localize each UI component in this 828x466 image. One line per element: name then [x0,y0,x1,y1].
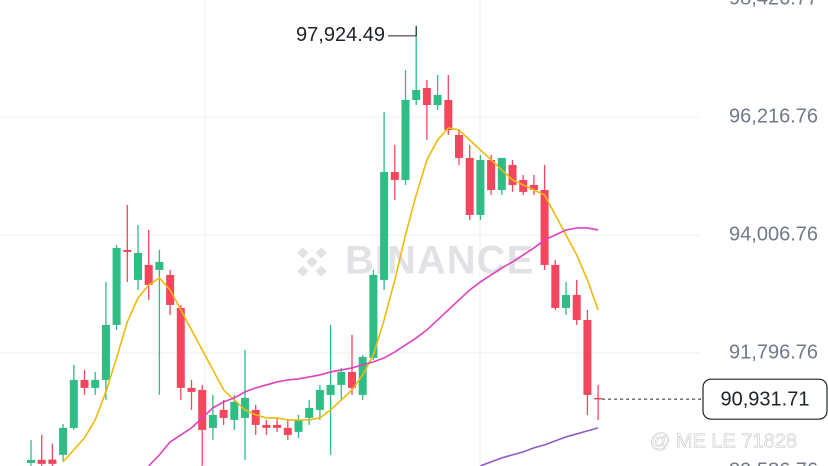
candle-body [594,397,603,400]
candle-body [262,424,271,428]
user-tag-text: @ ME LE 71828 [650,430,797,452]
candle-body [572,294,581,320]
candle-body [390,171,399,180]
user-tag-logo [620,430,644,454]
candle-body [562,294,570,308]
watermark-logo [297,247,327,277]
candle-body [241,397,249,418]
candle-body [401,99,410,180]
moving-averages [62,127,599,466]
candle-body [465,157,474,215]
candle-body [101,324,110,380]
y-tick-label: 91,796.76 [729,341,818,363]
candle-body [48,459,57,464]
candle-body [315,389,324,410]
candle-body [294,419,303,432]
candle-body [123,249,132,252]
candle-body [412,89,421,100]
candle-body [112,247,121,325]
candle-body [91,379,100,388]
last-price-box [702,378,828,420]
candle-body [380,171,389,280]
user-tag: @ ME LE 71828 [620,430,797,454]
candle-body [444,99,453,130]
ma-line [62,127,599,463]
candle-body [80,379,89,388]
candle-body [69,379,78,428]
candle-body [176,307,185,388]
watermark: BINANCE [297,239,533,283]
candle-body [59,427,68,455]
candle-body [529,184,538,190]
candle-body [251,409,260,425]
y-tick-label: 96,216.76 [729,105,818,127]
ma-line [480,427,599,466]
candle-body [283,427,292,435]
candle-body [155,261,164,270]
candle-body [476,159,485,215]
candle-body [433,94,442,105]
candle-body [422,87,431,105]
candle-body [273,424,282,428]
candle-body [208,414,217,428]
candle-body [305,407,314,418]
candle-body [519,179,528,192]
candle-body [219,409,228,418]
candle-body [337,371,346,385]
candle-body [144,264,153,285]
y-tick-label: 98,426.77 [729,0,818,9]
ma-line [148,227,599,466]
candle-body [198,389,207,430]
labels: 98,426.77 96,216.76 94,006.76 91,796.76 89,5… [296,0,828,466]
candle-body [134,252,142,280]
grid [0,116,700,354]
candle-body [508,164,517,185]
candle-body [583,319,592,395]
max-label: 97,924.49 [296,24,385,46]
candle-body [27,459,35,463]
candle-body [487,159,496,190]
candle-body [551,264,560,308]
candle-body [230,401,239,420]
candle-body [37,459,46,464]
y-tick-label: 94,006.76 [729,223,818,245]
y-tick-label: 89,586.76 [729,459,818,466]
candle-body [187,387,196,392]
last-price-label: 90,931.71 [721,388,810,410]
candle-body [369,274,378,358]
candle-body [326,384,335,395]
candle-body [497,157,506,190]
candle-body [455,134,463,158]
candle-body [348,371,356,388]
candle-body [540,189,549,265]
